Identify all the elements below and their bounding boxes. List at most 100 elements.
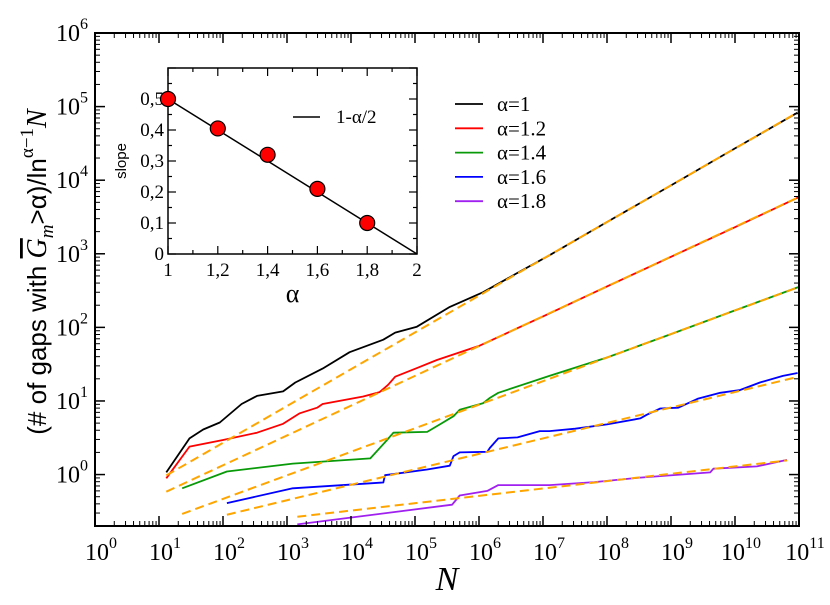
tick-exponent: 4 (80, 163, 88, 180)
tick-exponent: 11 (809, 535, 824, 552)
tick-base: 10 (56, 389, 80, 415)
inset-point-3 (309, 180, 326, 197)
inset-y-tick-label: 0,2 (140, 182, 164, 203)
tick-base: 10 (213, 540, 237, 566)
tick-base: 10 (56, 463, 80, 489)
tick-base: 10 (341, 540, 365, 566)
tick-base: 10 (785, 540, 809, 566)
tick-exponent: 0 (80, 458, 88, 475)
x-tick-label: 101 (149, 535, 181, 566)
fit-line-4 (297, 459, 788, 518)
tick-exponent: 6 (493, 535, 501, 552)
tick-exponent: 4 (365, 535, 373, 552)
inset-y-tick-label: 0,5 (140, 89, 164, 110)
main-frame (94, 32, 800, 527)
tick-exponent: 10 (745, 535, 761, 552)
tick-base: 10 (661, 540, 685, 566)
tick-exponent: 5 (429, 535, 437, 552)
inset-chart: 1 1,2 1,4 1,6 1,8 2 0 0,1 0,2 0,3 0,4 0,5 α slope 1-α/… (113, 67, 422, 308)
tick-base: 10 (56, 168, 80, 194)
inset-y-tick-label: 0 (155, 244, 165, 265)
tick-exponent: 1 (173, 535, 181, 552)
tick-base: 10 (85, 540, 109, 566)
main-axes: 100 101 102 103 104 105 106 107 108 109 1010 101110… (56, 16, 825, 566)
x-tick-label: 109 (661, 535, 693, 566)
y-label-mid: >α)/ln (22, 158, 52, 224)
x-axis-label: N (435, 561, 461, 598)
inset-y-tick-label: 0,3 (140, 151, 164, 172)
x-tick-label: 1011 (785, 535, 824, 566)
tick-base: 10 (277, 540, 301, 566)
inset-x-tick-label: 1,8 (355, 260, 379, 281)
legend-label-0: α=1 (497, 92, 530, 116)
legend-label-2: α=1.4 (497, 141, 547, 165)
tick-exponent: 9 (685, 535, 693, 552)
tick-base: 10 (56, 242, 80, 268)
series-line-0 (165, 111, 800, 473)
y-tick-label: 105 (56, 90, 88, 121)
series-line-3 (226, 372, 798, 504)
series-line-1 (165, 196, 800, 479)
tick-exponent: 6 (80, 16, 88, 33)
x-tick-label: 105 (405, 535, 437, 566)
tick-base: 10 (56, 21, 80, 47)
inset-point-1 (209, 120, 226, 137)
y-label-post: N (22, 108, 53, 129)
legend-label-4: α=1.8 (497, 189, 546, 213)
inset-x-tick-label: 1,6 (306, 260, 330, 281)
x-tick-label: 108 (597, 535, 629, 566)
y-tick-label: 104 (56, 163, 88, 194)
x-tick-label: 104 (341, 535, 373, 566)
inset-theory-line (167, 98, 418, 255)
tick-base: 10 (597, 540, 621, 566)
tick-base: 10 (405, 540, 429, 566)
tick-base: 10 (56, 315, 80, 341)
tick-base: 10 (149, 540, 173, 566)
x-tick-label: 107 (533, 535, 565, 566)
tick-exponent: 2 (237, 535, 245, 552)
y-tick-label: 100 (56, 458, 88, 489)
inset-y-tick-label: 0,1 (140, 213, 164, 234)
y-axis-label: (# of gaps with Gm>α)/lnα−1N (17, 108, 58, 435)
tick-exponent: 7 (557, 535, 565, 552)
y-label-pre: (# of gaps with (22, 258, 52, 434)
y-tick-label: 101 (56, 384, 88, 415)
tick-exponent: 2 (80, 310, 88, 327)
y-tick-label: 102 (56, 310, 88, 341)
main-plot-marks (165, 110, 800, 526)
inset-y-label: slope (113, 143, 130, 179)
tick-exponent: 8 (621, 535, 629, 552)
main-legend: α=1α=1.2α=1.4α=1.6α=1.8 (455, 92, 547, 213)
tick-base: 10 (721, 540, 745, 566)
tick-base: 10 (469, 540, 493, 566)
x-tick-label: 106 (469, 535, 501, 566)
fit-line-3 (226, 375, 800, 516)
x-tick-label: 102 (213, 535, 245, 566)
y-label-sub: m (37, 224, 58, 238)
inset-point-4 (359, 214, 376, 232)
legend-label-3: α=1.6 (497, 165, 546, 189)
inset-point-0 (159, 90, 177, 108)
inset-point-2 (259, 146, 276, 163)
inset-x-label: α (286, 279, 300, 308)
inset-x-tick-label: 1,2 (206, 260, 230, 281)
y-label-g: G (22, 238, 53, 258)
inset-frame (167, 67, 418, 255)
tick-base: 10 (533, 540, 557, 566)
fit-line-2 (181, 286, 800, 515)
inset-x-tick-label: 1 (163, 260, 173, 281)
tick-exponent: 1 (80, 384, 88, 401)
fit-line-1 (165, 196, 800, 493)
tick-exponent: 0 (109, 535, 117, 552)
x-tick-label: 103 (277, 535, 309, 566)
inset-legend-label: 1-α/2 (336, 107, 377, 128)
legend-label-1: α=1.2 (497, 116, 546, 140)
tick-exponent: 3 (301, 535, 309, 552)
tick-exponent: 5 (80, 90, 88, 107)
y-tick-label: 106 (56, 16, 88, 47)
inset-x-tick-label: 2 (412, 260, 422, 281)
y-tick-label: 103 (56, 237, 88, 268)
x-tick-label: 100 (85, 535, 117, 566)
y-label-sup: α−1 (17, 128, 38, 158)
